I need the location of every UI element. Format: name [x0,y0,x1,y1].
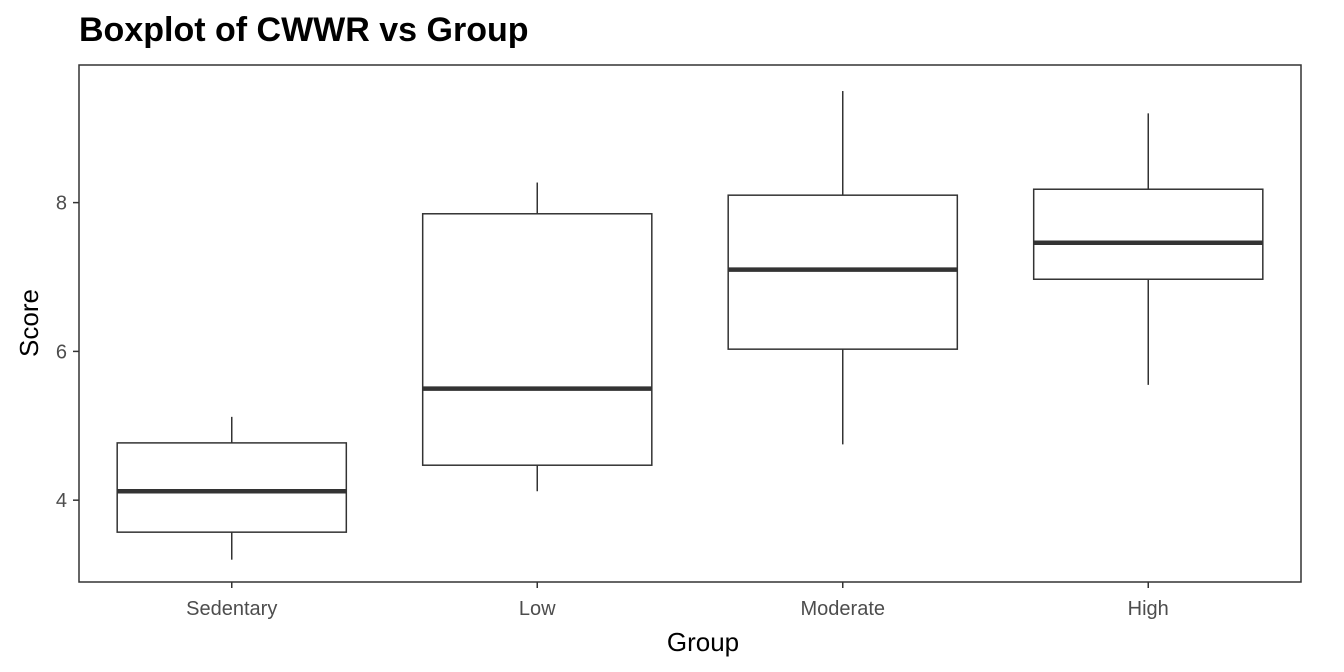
x-tick-label: Sedentary [186,598,277,620]
y-tick-label: 4 [56,490,67,512]
boxes-group [116,91,1264,560]
box-iqr [1032,188,1264,280]
x-axis-title: Group [667,627,739,657]
box-high [1032,113,1264,385]
y-axis-title: Score [14,289,44,357]
box-sedentary [116,416,348,560]
y-tick-label: 8 [56,193,67,215]
box-iqr [116,442,348,533]
x-axis: Sedentary Low Moderate High [186,582,1169,620]
x-tick-label: High [1128,598,1169,620]
x-tick-label: Low [519,598,556,620]
box-moderate [727,91,959,445]
box-iqr [421,213,653,466]
y-tick-label: 6 [56,341,67,363]
chart-title: Boxplot of CWWR vs Group [79,11,529,49]
box-low [421,182,653,492]
y-axis: 4 6 8 [56,193,79,512]
x-tick-label: Moderate [801,598,886,620]
box-iqr [727,194,959,350]
